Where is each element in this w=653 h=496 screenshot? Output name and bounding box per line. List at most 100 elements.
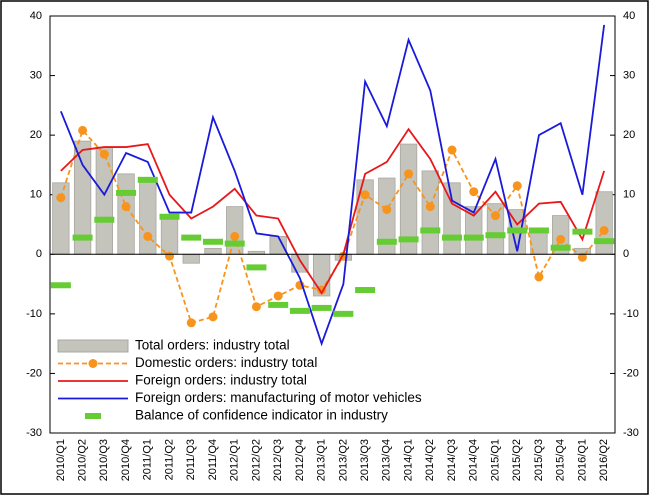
- marker: [273, 291, 283, 301]
- x-tick-label: 2013/Q1: [316, 439, 328, 481]
- y2-tick-label: 30: [623, 69, 635, 81]
- marker: [208, 312, 218, 322]
- bar: [204, 247, 222, 255]
- x-tick-label: 2012/Q4: [294, 439, 306, 481]
- dash-marker: [116, 189, 137, 196]
- marker: [599, 225, 609, 235]
- legend-label: Domestic orders: industry total: [135, 355, 317, 370]
- y2-tick-label: -30: [623, 427, 639, 439]
- line: [60, 128, 605, 324]
- x-tick-label: 2013/Q4: [381, 439, 393, 481]
- x-tick-label: 2014/Q1: [402, 439, 414, 481]
- bar: [421, 170, 439, 255]
- x-tick-label: 2015/Q1: [489, 439, 501, 481]
- marker: [490, 211, 500, 221]
- legend-swatch: [85, 413, 101, 419]
- marker: [382, 205, 392, 215]
- dash-marker: [507, 227, 528, 234]
- dash-marker: [137, 176, 158, 183]
- marker: [447, 145, 457, 155]
- legend-label: Foreign orders: industry total: [135, 373, 307, 388]
- dash-marker: [485, 232, 506, 239]
- dash-marker: [376, 238, 397, 245]
- dash-marker: [159, 213, 180, 220]
- marker: [143, 231, 153, 241]
- line: [60, 24, 606, 347]
- y-tick-label: 10: [30, 189, 42, 201]
- dash-marker: [398, 236, 419, 243]
- legend-label: Balance of confidence indicator in indus…: [135, 408, 388, 423]
- x-tick-label: 2010/Q2: [77, 439, 89, 481]
- marker: [404, 169, 414, 179]
- bar: [139, 179, 157, 255]
- dash-marker: [355, 287, 376, 294]
- dash-marker: [442, 234, 463, 241]
- x-tick-label: 2016/Q1: [576, 439, 588, 481]
- y2-tick-label: 40: [623, 10, 635, 22]
- y-tick-label: 0: [36, 248, 42, 260]
- marker: [121, 202, 131, 212]
- bar: [160, 218, 179, 255]
- y2-tick-label: -20: [623, 367, 639, 379]
- bar: [269, 236, 287, 255]
- dash-marker: [224, 240, 245, 247]
- x-tick-label: 2014/Q4: [468, 439, 480, 481]
- marker: [512, 181, 522, 191]
- marker: [56, 193, 66, 203]
- dash-marker: [50, 282, 71, 289]
- dash-marker: [72, 234, 93, 241]
- y-tick-label: -20: [26, 367, 42, 379]
- marker: [99, 149, 109, 159]
- marker: [534, 272, 544, 282]
- x-tick-label: 2014/Q2: [424, 439, 436, 481]
- legend-label: Total orders: industry total: [135, 338, 290, 353]
- dash-marker: [94, 216, 115, 223]
- bar: [182, 253, 200, 264]
- x-tick-label: 2011/Q3: [185, 439, 197, 480]
- x-tick-label: 2012/Q1: [229, 439, 241, 481]
- bar: [465, 206, 483, 255]
- dash-marker: [333, 310, 354, 317]
- marker: [469, 187, 479, 197]
- marker: [165, 251, 175, 261]
- legend-label: Foreign orders: manufacturing of motor v…: [135, 390, 422, 405]
- marker: [251, 302, 261, 312]
- legend: Total orders: industry total Domestic ord…: [57, 338, 422, 423]
- dash-marker: [550, 244, 571, 251]
- x-tick-label: 2011/Q1: [142, 439, 154, 480]
- dash-marker: [268, 301, 289, 308]
- y2-tick-label: -10: [623, 308, 639, 320]
- marker: [186, 318, 196, 328]
- dash-marker: [420, 227, 441, 234]
- x-tick-label: 2015/Q4: [555, 439, 567, 481]
- marker: [230, 231, 240, 241]
- x-tick-label: 2015/Q3: [533, 439, 545, 481]
- plot-frame: [49, 15, 616, 434]
- y2-tick-label: 20: [623, 129, 635, 141]
- dash-marker: [572, 228, 593, 235]
- marker: [556, 234, 566, 244]
- y2-tick-label: 10: [623, 189, 635, 201]
- line: [60, 127, 605, 295]
- x-tick-label: 2016/Q2: [598, 439, 610, 481]
- bar: [226, 206, 244, 255]
- y-tick-label: 40: [30, 10, 42, 22]
- x-tick-label: 2010/Q3: [98, 439, 110, 481]
- x-tick-label: 2011/Q4: [207, 439, 219, 480]
- dash-marker: [528, 227, 549, 234]
- x-tick-label: 2013/Q3: [359, 439, 371, 481]
- x-tick-label: 2013/Q2: [337, 439, 349, 481]
- dash-marker: [246, 264, 267, 271]
- x-tick-label: 2010/Q4: [120, 439, 132, 481]
- marker: [425, 202, 435, 212]
- x-tick-label: 2014/Q3: [446, 439, 458, 481]
- marker: [577, 252, 587, 262]
- dash-marker: [463, 234, 484, 241]
- x-tick-label: 2012/Q2: [250, 439, 262, 481]
- bar: [95, 146, 113, 255]
- y-tick-label: -30: [26, 427, 42, 439]
- legend-swatch: [57, 339, 129, 353]
- x-tick-label: 2015/Q2: [511, 439, 523, 481]
